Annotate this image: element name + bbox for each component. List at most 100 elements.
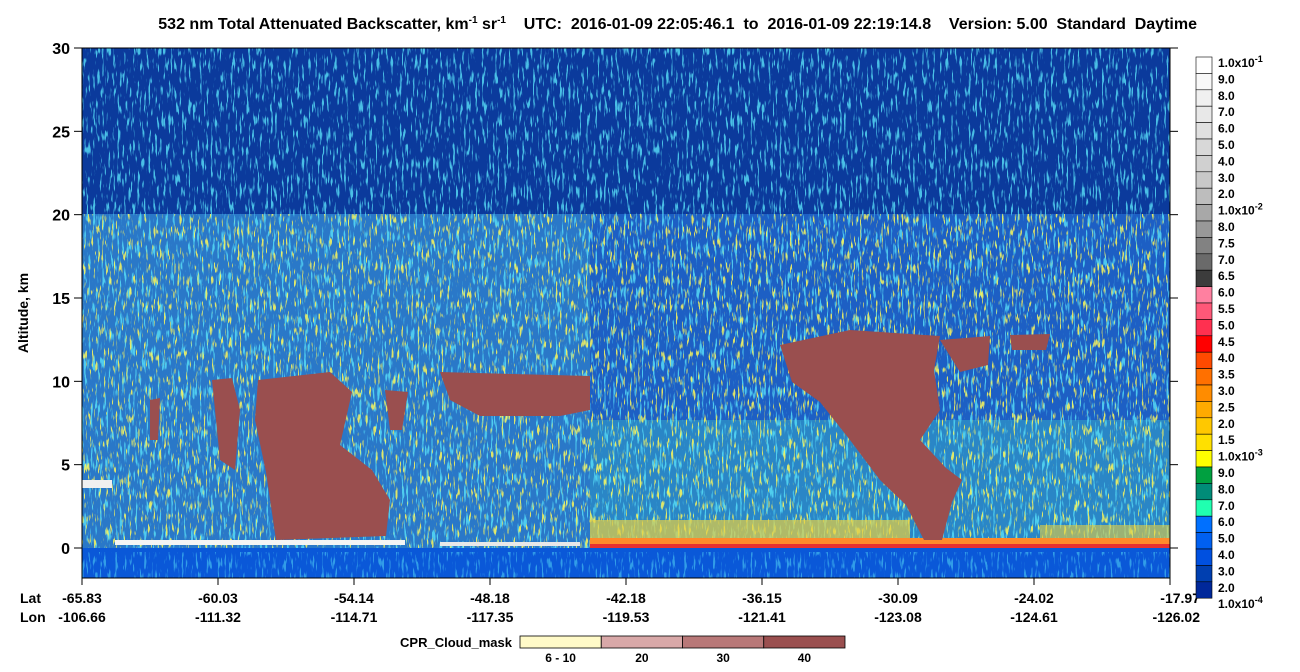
colorbar-label: 7.5 [1218,236,1235,250]
colorbar-label: 4.0 [1218,351,1235,365]
cpr-legend-label: 40 [798,651,812,665]
title-unit: sr [478,16,498,33]
x-tick-label: -111.32 [195,609,241,625]
colorbar-label: 6.0 [1218,286,1235,300]
colorbar-box [1195,319,1213,337]
x-tick-label: -117.35 [467,609,514,625]
x-tick-label: -42.18 [606,590,646,606]
cpr-legend-box [600,635,683,649]
x-row-label: Lon [20,609,46,625]
colorbar-box [1195,286,1213,304]
colorbar-box [1195,105,1213,123]
colorbar-box [1195,417,1213,435]
colorbar-box [1195,73,1213,91]
y-tick-label: 25 [52,124,70,141]
colorbar-box [1195,532,1213,550]
colorbar-box [1195,155,1213,173]
colorbar-label-sup: -2 [1255,202,1263,212]
x-tick-label: -124.61 [1010,609,1058,625]
title-text: 532 nm Total Attenuated Backscatter, km [158,16,468,33]
colorbar-label: 1.0x10-2 [1218,202,1263,218]
cpr-legend-label: 20 [635,651,649,665]
colorbar-label: 2.0 [1218,187,1235,201]
colorbar-label: 2.5 [1218,400,1235,414]
cpr-legend-box [763,635,846,649]
colorbar-box [1195,368,1213,386]
colorbar-box [1195,237,1213,255]
y-tick-label: 15 [52,291,70,308]
colorbar-label: 7.0 [1218,499,1235,513]
colorbar-label-text: 1.0x10 [1218,56,1255,70]
colorbar-label: 3.0 [1218,564,1235,578]
x-tick-label: -36.15 [742,590,782,606]
colorbar-label: 6.0 [1218,122,1235,136]
x-tick-label: -65.83 [62,590,102,606]
plot-background [82,48,1170,578]
x-tick-label: -24.02 [1014,590,1054,606]
title: 532 nm Total Attenuated Backscatter, km-… [158,15,1197,33]
cpr-legend-title: CPR_Cloud_mask [400,635,513,650]
colorbar-box [1195,335,1213,353]
y-tick-label: 5 [61,458,70,475]
colorbar-box [1195,220,1213,238]
x-row-label: Lat [20,590,41,606]
x-tick-label: -30.09 [878,590,918,606]
x-tick-label: -126.02 [1153,609,1201,625]
title-sup: -1 [469,15,478,26]
colorbar-label: 3.5 [1218,368,1235,382]
y-axis-label: Altitude, km [15,273,31,353]
y-tick-label: 10 [52,374,70,391]
title-sup: -1 [497,15,506,26]
colorbar-label: 4.0 [1218,154,1235,168]
colorbar-label: 8.0 [1218,89,1235,103]
colorbar-label: 7.0 [1218,253,1235,267]
x-tick-label: -54.14 [334,590,374,606]
colorbar-box [1195,433,1213,451]
colorbar-label: 4.0 [1218,548,1235,562]
cpr-legend-label: 30 [716,651,730,665]
colorbar-label: 1.0x10-3 [1218,448,1263,464]
cpr-legend-label: 6 - 10 [545,651,576,665]
colorbar-label: 5.0 [1218,138,1235,152]
colorbar-label: 2.0 [1218,417,1235,431]
colorbar-box [1195,384,1213,402]
y-tick-label: 0 [61,541,70,558]
colorbar-box [1195,499,1213,517]
colorbar-label: 1.5 [1218,433,1235,447]
colorbar-label: 9.0 [1218,72,1235,86]
colorbar-label: 5.0 [1218,318,1235,332]
colorbar-label: 4.5 [1218,335,1235,349]
colorbar-label-text: 1.0x10 [1218,597,1255,611]
y-tick-label: 30 [52,41,70,58]
cpr-legend-box [682,635,765,649]
colorbar-label-sup: -3 [1255,448,1263,458]
colorbar-label: 6.0 [1218,515,1235,529]
colorbar-box [1195,565,1213,583]
x-tick-label: -106.66 [58,609,106,625]
colorbar-label: 6.5 [1218,269,1235,283]
colorbar-box [1195,204,1213,222]
x-tick-label: -60.03 [198,590,238,606]
colorbar-box [1195,483,1213,501]
colorbar-label-sup: -1 [1255,54,1263,64]
colorbar-label: 7.0 [1218,105,1235,119]
x-tick-label: -48.18 [470,590,510,606]
x-tick-label: -121.41 [738,609,786,625]
colorbar-label: 3.0 [1218,384,1235,398]
cpr-legend-box [519,635,602,649]
x-tick-label: -17.97 [1160,590,1200,606]
colorbar-label: 5.0 [1218,532,1235,546]
title-version: Version: 5.00 Standard Daytime [949,16,1197,33]
colorbar-label-text: 1.0x10 [1218,450,1255,464]
colorbar-label: 9.0 [1218,466,1235,480]
colorbar-box [1195,171,1213,189]
colorbar-box [1195,466,1213,484]
colorbar-label: 5.5 [1218,302,1235,316]
x-tick-label: -119.53 [603,609,650,625]
colorbar-box [1195,450,1213,468]
colorbar-box [1195,401,1213,419]
colorbar-label: 8.0 [1218,482,1235,496]
x-tick-label: -123.08 [874,609,922,625]
colorbar-label-text: 1.0x10 [1218,204,1255,218]
